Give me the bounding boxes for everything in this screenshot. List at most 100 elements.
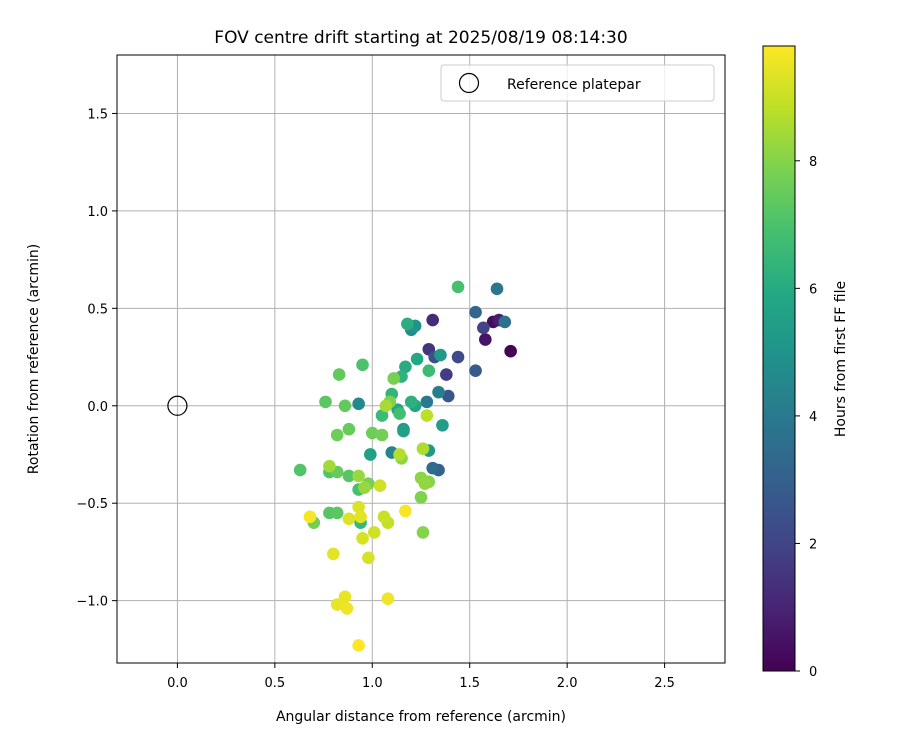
data-point	[342, 512, 356, 526]
x-tick-label: 2.0	[557, 676, 578, 691]
colorbar-gradient	[763, 46, 795, 671]
data-point	[416, 526, 430, 539]
data-point	[356, 358, 369, 372]
data-point	[498, 315, 512, 329]
legend-label: Reference platepar	[507, 77, 641, 93]
data-point	[356, 531, 369, 545]
y-tick-label: 1.0	[87, 205, 108, 220]
data-point	[399, 360, 412, 374]
data-point	[381, 592, 395, 605]
data-point	[327, 547, 340, 561]
y-tick-label: 0.0	[87, 400, 108, 415]
data-point	[393, 407, 406, 420]
data-point	[342, 422, 356, 436]
data-point	[358, 481, 371, 494]
data-point	[426, 313, 439, 327]
data-point	[440, 368, 453, 381]
data-point	[377, 510, 391, 524]
data-point	[330, 506, 344, 520]
x-tick-label: 2.5	[654, 676, 675, 691]
data-point	[352, 397, 365, 411]
data-point	[414, 491, 428, 504]
reference-platepar-marker	[167, 395, 188, 416]
data-point	[365, 426, 379, 440]
data-point	[323, 459, 336, 473]
colorbar-tick-label: 4	[809, 410, 817, 425]
x-axis-ticks: 0.0 0.5 1.0 1.5 2.0 2.5	[167, 663, 675, 691]
data-point	[338, 399, 352, 413]
data-point	[340, 602, 354, 615]
colorbar-label: Hours from first FF file	[833, 281, 849, 437]
data-point	[364, 448, 377, 461]
data-point	[338, 590, 352, 604]
colorbar-tick-label: 2	[809, 537, 817, 552]
chart-title: FOV centre drift starting at 2025/08/19 …	[214, 28, 627, 48]
data-point	[477, 321, 490, 335]
x-axis-label: Angular distance from reference (arcmin)	[276, 709, 566, 725]
data-point	[432, 385, 445, 399]
data-point	[330, 598, 344, 611]
data-point	[420, 409, 434, 422]
data-points	[293, 280, 517, 652]
data-point	[469, 364, 482, 377]
data-point	[330, 428, 344, 442]
y-tick-label: 0.5	[87, 302, 108, 317]
colorbar-ticks: 0 2 4 6 8	[795, 155, 817, 680]
data-point	[362, 551, 375, 565]
data-point	[293, 463, 307, 477]
data-point	[373, 479, 387, 492]
data-point	[375, 409, 389, 422]
data-point	[451, 280, 465, 294]
data-point	[401, 317, 414, 331]
data-point	[436, 418, 449, 432]
data-point	[420, 395, 434, 409]
colorbar-frame	[762, 45, 796, 672]
data-point	[367, 526, 381, 539]
data-point	[422, 364, 436, 377]
legend: Reference platepar	[440, 64, 715, 102]
y-axis-label: Rotation from reference (arcmin)	[26, 244, 42, 474]
data-point	[399, 504, 412, 518]
plot-frame	[116, 54, 726, 664]
x-tick-label: 1.5	[459, 676, 480, 691]
x-tick-label: 1.0	[362, 676, 383, 691]
data-point	[490, 282, 504, 296]
colorbar-tick-label: 8	[809, 155, 817, 170]
data-point	[397, 424, 410, 438]
data-point	[469, 305, 482, 319]
colorbar-tick-label: 0	[809, 665, 817, 680]
data-point	[387, 372, 401, 385]
data-point	[504, 344, 517, 358]
data-point	[418, 477, 432, 491]
data-point	[426, 461, 439, 475]
data-point	[375, 428, 389, 442]
legend-box	[440, 64, 715, 102]
data-point	[332, 368, 346, 381]
y-tick-label: −0.5	[76, 497, 108, 512]
data-point	[393, 448, 406, 461]
y-tick-label: 1.5	[87, 107, 108, 122]
x-tick-label: 0.0	[167, 676, 188, 691]
data-point	[404, 395, 418, 409]
data-point	[441, 389, 455, 403]
y-axis-ticks: −1.0 −0.5 0.0 0.5 1.0 1.5	[76, 107, 117, 610]
data-point	[352, 639, 365, 652]
data-point	[352, 500, 365, 514]
data-point	[319, 395, 332, 409]
data-point	[410, 352, 424, 366]
data-point	[434, 348, 447, 362]
legend-marker-icon	[458, 72, 480, 94]
data-point	[379, 399, 393, 413]
y-tick-label: −1.0	[76, 595, 108, 610]
data-point	[342, 469, 356, 483]
x-tick-label: 0.5	[265, 676, 286, 691]
colorbar: 0 2 4 6 8 Hours from first FF file	[762, 45, 849, 680]
data-point	[303, 510, 317, 524]
data-point	[479, 333, 492, 346]
data-point	[416, 442, 430, 455]
data-point	[354, 510, 367, 524]
data-point	[451, 350, 465, 364]
colorbar-tick-label: 6	[809, 282, 817, 297]
reference-layer	[167, 395, 188, 416]
